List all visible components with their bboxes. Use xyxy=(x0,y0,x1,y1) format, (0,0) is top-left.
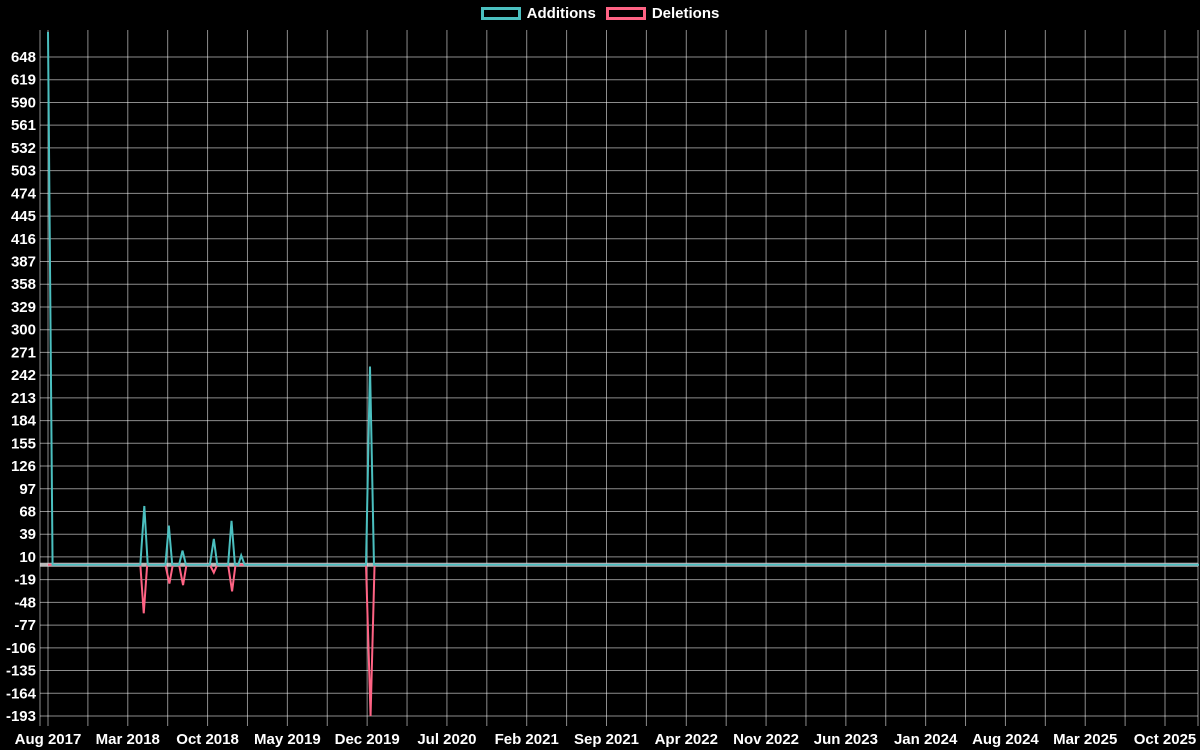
svg-text:387: 387 xyxy=(11,254,36,271)
svg-text:503: 503 xyxy=(11,163,36,180)
svg-text:Dec 2019: Dec 2019 xyxy=(335,731,400,748)
svg-text:Apr 2022: Apr 2022 xyxy=(655,731,718,748)
x-axis-tick-labels: Aug 2017 Mar 2018 Oct 2018 May 2019 Dec 2019… xyxy=(15,731,1197,748)
svg-text:May 2019: May 2019 xyxy=(254,731,321,748)
legend-item-deletions[interactable]: Deletions xyxy=(605,5,720,22)
svg-text:Mar 2018: Mar 2018 xyxy=(96,731,160,748)
legend-item-additions[interactable]: Additions xyxy=(480,5,596,22)
svg-text:648: 648 xyxy=(11,49,36,66)
svg-text:Jan 2024: Jan 2024 xyxy=(894,731,958,748)
svg-text:-77: -77 xyxy=(14,617,36,634)
additions-legend-label: Additions xyxy=(526,5,596,22)
svg-text:155: 155 xyxy=(11,435,36,452)
svg-text:242: 242 xyxy=(11,367,36,384)
svg-text:561: 561 xyxy=(11,117,36,134)
svg-text:184: 184 xyxy=(11,413,37,430)
grid-lines xyxy=(39,30,1199,726)
svg-text:Feb 2021: Feb 2021 xyxy=(495,731,559,748)
svg-text:-106: -106 xyxy=(6,640,36,657)
svg-text:Aug 2017: Aug 2017 xyxy=(15,731,82,748)
svg-text:619: 619 xyxy=(11,72,36,89)
svg-text:39: 39 xyxy=(19,526,36,543)
svg-text:-135: -135 xyxy=(6,663,36,680)
additions-line xyxy=(47,31,1199,566)
additions-legend-swatch xyxy=(480,7,521,20)
svg-text:532: 532 xyxy=(11,140,36,157)
svg-text:Oct 2018: Oct 2018 xyxy=(176,731,239,748)
svg-text:Oct 2025: Oct 2025 xyxy=(1134,731,1197,748)
svg-text:Mar 2025: Mar 2025 xyxy=(1053,731,1117,748)
chart-legend: Additions Deletions xyxy=(0,6,1200,21)
svg-text:445: 445 xyxy=(11,208,36,225)
svg-text:300: 300 xyxy=(11,322,36,339)
svg-text:Jul 2020: Jul 2020 xyxy=(417,731,476,748)
svg-text:-48: -48 xyxy=(14,594,36,611)
svg-text:590: 590 xyxy=(11,94,36,111)
deletions-legend-label: Deletions xyxy=(651,5,720,22)
svg-text:10: 10 xyxy=(19,549,36,566)
svg-text:Sep 2021: Sep 2021 xyxy=(574,731,639,748)
svg-text:-19: -19 xyxy=(14,572,36,589)
y-axis-tick-labels: 648 619 590 561 532 503 474 445 416 387 358 329 300 2… xyxy=(6,49,37,725)
svg-text:97: 97 xyxy=(19,481,36,498)
svg-text:Nov 2022: Nov 2022 xyxy=(733,731,799,748)
svg-text:Aug 2024: Aug 2024 xyxy=(972,731,1039,748)
svg-text:213: 213 xyxy=(11,390,36,407)
svg-text:329: 329 xyxy=(11,299,36,316)
deletions-legend-swatch xyxy=(605,7,646,20)
svg-text:474: 474 xyxy=(11,185,37,202)
svg-text:68: 68 xyxy=(19,503,36,520)
svg-text:358: 358 xyxy=(11,276,36,293)
svg-text:126: 126 xyxy=(11,458,36,475)
svg-text:-193: -193 xyxy=(6,708,36,725)
svg-text:-164: -164 xyxy=(6,685,37,702)
svg-text:416: 416 xyxy=(11,231,36,248)
svg-text:Jun 2023: Jun 2023 xyxy=(814,731,878,748)
svg-text:271: 271 xyxy=(11,344,36,361)
